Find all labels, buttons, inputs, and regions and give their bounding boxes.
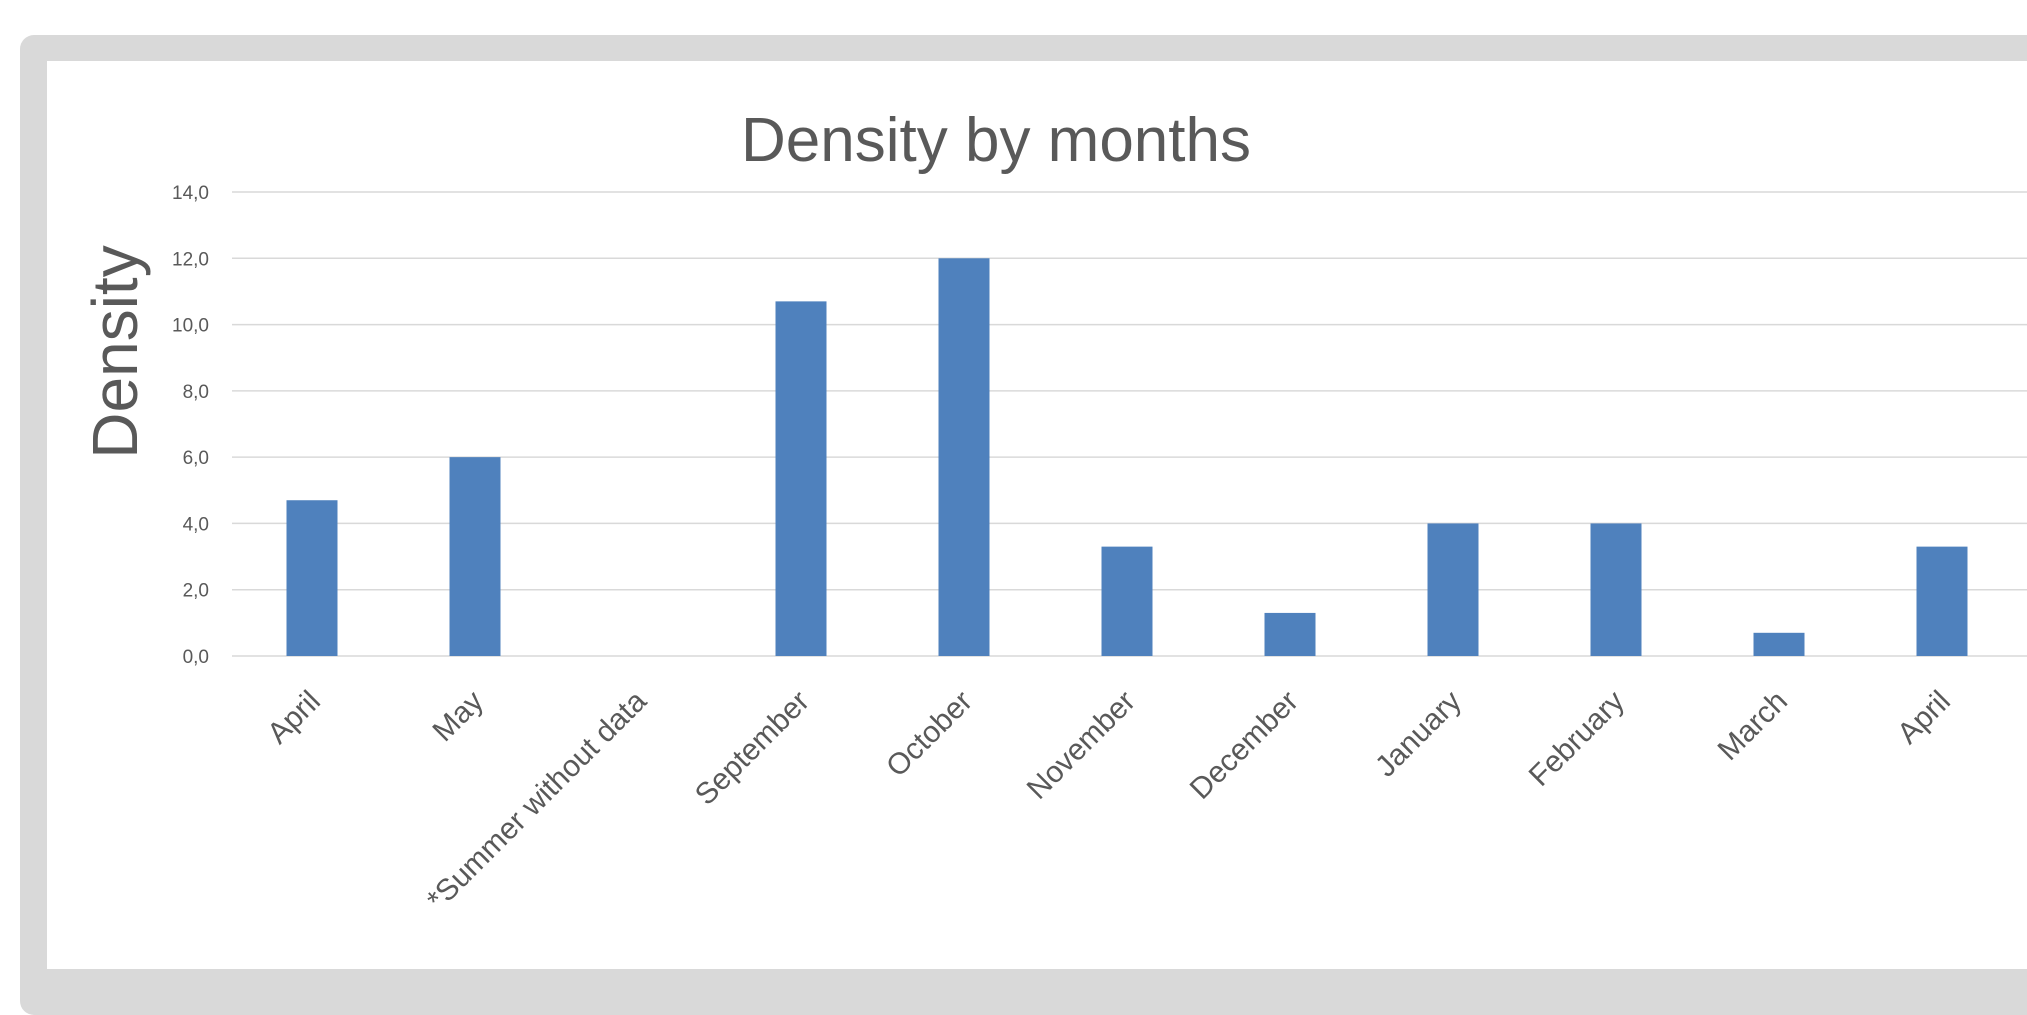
- y-tick-label: 8,0: [183, 382, 209, 403]
- bar: [1753, 632, 1805, 656]
- x-axis-ticks: April May*Summer without data September Oct…: [261, 684, 1957, 916]
- bar: [1101, 546, 1153, 656]
- bar: [449, 457, 501, 656]
- chart-area: [47, 61, 2027, 969]
- chart-title: Density by months: [741, 106, 1251, 175]
- x-tick-label: January: [1369, 685, 1468, 784]
- bar: [775, 301, 827, 656]
- bar: [286, 500, 338, 656]
- x-tick-label: April: [261, 685, 327, 751]
- y-axis-ticks: 0,0 2,0 4,0 6,0 8,0 10,0 12,0 14,0: [172, 183, 209, 668]
- y-axis-label: Density: [79, 245, 151, 458]
- y-tick-label: 14,0: [172, 183, 209, 204]
- y-tick-label: 4,0: [183, 514, 209, 535]
- x-tick-label: March: [1712, 685, 1794, 767]
- bar: [1590, 523, 1642, 656]
- bar: [938, 258, 990, 656]
- y-tick-label: 12,0: [172, 249, 209, 270]
- x-tick-label: April: [1891, 685, 1957, 751]
- x-tick-label: October: [880, 685, 979, 784]
- bar-chart: Density by months Density 0,0 2,0 4,0 6,0 8,…: [79, 106, 2027, 917]
- bar: [1427, 523, 1479, 656]
- x-tick-label: February: [1523, 685, 1631, 793]
- bar: [1264, 612, 1316, 656]
- bars: [286, 258, 1968, 656]
- y-tick-label: 6,0: [183, 448, 209, 469]
- x-tick-label: November: [1021, 685, 1142, 806]
- x-tick-label: September: [689, 685, 816, 812]
- y-tick-label: 10,0: [172, 316, 209, 337]
- y-tick-label: 0,0: [183, 647, 209, 668]
- x-tick-label: December: [1184, 685, 1305, 806]
- gridlines: [232, 191, 2027, 657]
- y-tick-label: 2,0: [183, 581, 209, 602]
- x-tick-label: May: [427, 685, 490, 748]
- bar: [1916, 546, 1968, 656]
